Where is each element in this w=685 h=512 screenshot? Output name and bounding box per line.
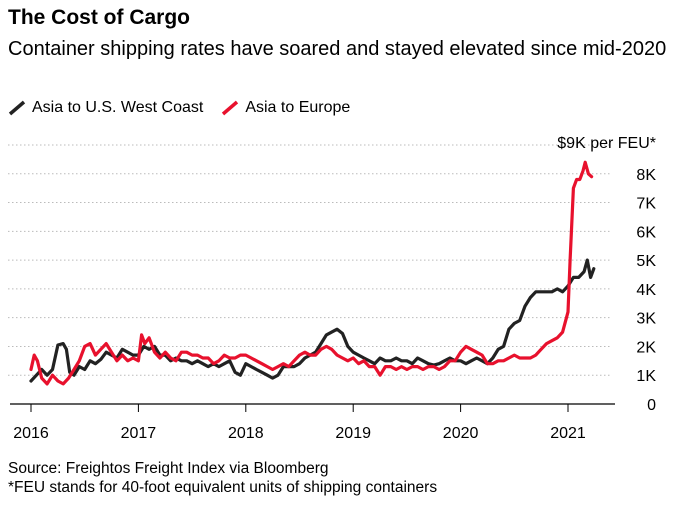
y-tick-label: 7K — [636, 196, 656, 213]
x-tick-label: 2016 — [13, 425, 49, 442]
legend: Asia to U.S. West Coast Asia to Europe — [8, 99, 368, 117]
x-tick-label: 2019 — [335, 425, 371, 442]
x-axis-ticks: 2016 2017 2018 2019 2020 2021 — [13, 404, 586, 442]
x-tick-label: 2020 — [443, 425, 479, 442]
x-tick-label: 2018 — [228, 425, 264, 442]
source-text: Source: Freightos Freight Index via Bloo… — [8, 460, 329, 477]
y-tick-label: 5K — [636, 253, 656, 270]
legend-item-us-west: Asia to U.S. West Coast — [8, 99, 203, 117]
y-axis-unit-label: $9K per FEU* — [557, 135, 656, 152]
footer: Source: Freightos Freight Index via Bloo… — [8, 459, 437, 497]
x-tick-label: 2021 — [550, 425, 586, 442]
series-lines — [29, 160, 596, 386]
y-axis-ticks: 0 1K 2K 3K 4K 5K 6K 7K 8K — [636, 167, 656, 414]
chart-title: The Cost of Cargo — [8, 6, 190, 29]
y-tick-label: 4K — [636, 282, 656, 299]
y-tick-label: 0 — [647, 397, 656, 414]
legend-label-us-west: Asia to U.S. West Coast — [32, 99, 204, 116]
legend-swatch-us-west — [8, 100, 26, 116]
legend-item-europe: Asia to Europe — [221, 99, 350, 117]
y-tick-label: 6K — [636, 224, 656, 241]
legend-label-europe: Asia to Europe — [245, 99, 351, 116]
y-tick-label: 1K — [636, 368, 656, 385]
x-tick-label: 2017 — [121, 425, 157, 442]
gridlines — [8, 144, 612, 376]
series-line-us-west — [29, 258, 596, 383]
y-tick-label: 8K — [636, 167, 656, 184]
legend-swatch-europe — [222, 100, 239, 116]
chart-subtitle: Container shipping rates have soared and… — [8, 38, 667, 60]
footnote-text: *FEU stands for 40-foot equivalent units… — [8, 479, 438, 496]
y-tick-label: 3K — [636, 311, 656, 328]
y-tick-label: 2K — [636, 339, 656, 356]
series-line-europe — [29, 160, 594, 386]
